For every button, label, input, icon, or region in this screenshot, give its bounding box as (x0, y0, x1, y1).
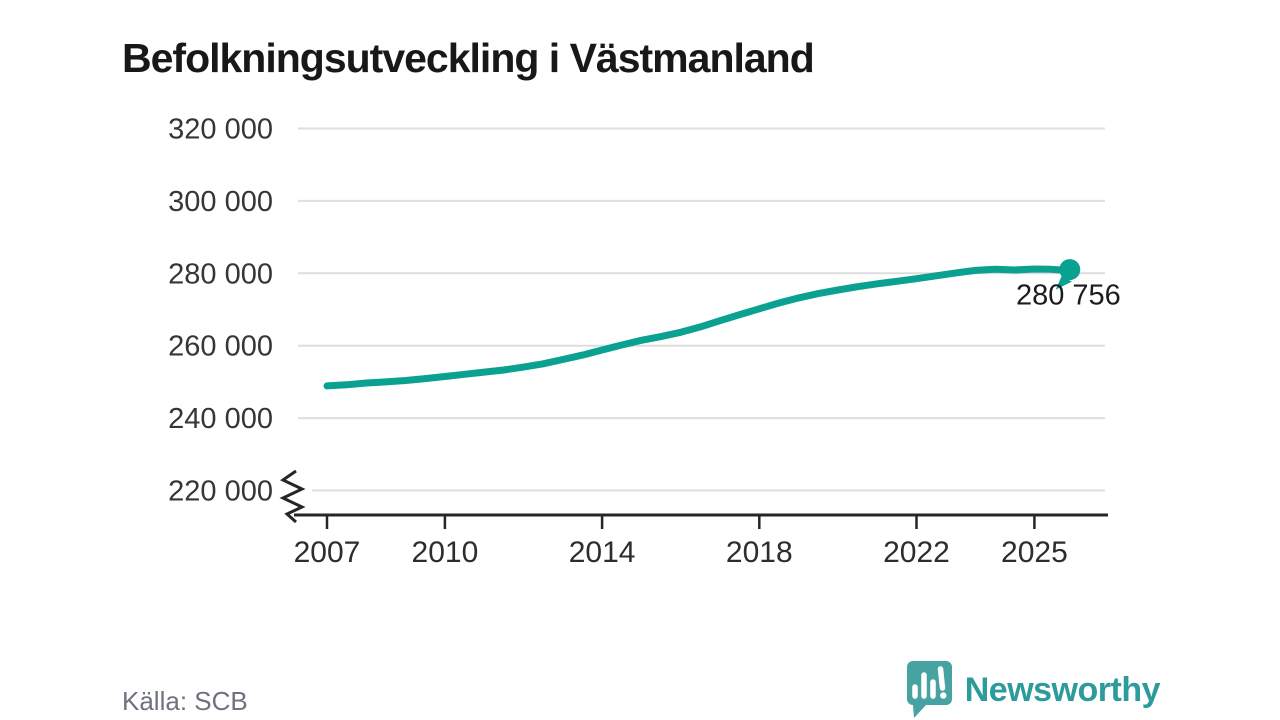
x-axis-label-2007: 2007 (294, 536, 361, 569)
y-axis-label-220000: 220 000 (168, 476, 273, 508)
end-value-label: 280 756 (1016, 280, 1121, 312)
y-axis-label-260000: 260 000 (168, 331, 273, 363)
source-note: Källa: SCB (122, 686, 248, 716)
y-axis-label-240000: 240 000 (168, 403, 273, 435)
x-axis-label-2018: 2018 (726, 536, 793, 569)
end-marker-tail (1055, 275, 1072, 290)
newsworthy-logo-icon (906, 661, 952, 718)
y-axis-label-320000: 320 000 (168, 114, 273, 146)
page-title: Befolkningsutveckling i Västmanland (122, 35, 815, 82)
x-axis-label-2022: 2022 (883, 536, 950, 569)
x-axis-label-2014: 2014 (569, 536, 636, 569)
x-axis-label-2010: 2010 (412, 536, 479, 569)
y-axis-label-300000: 300 000 (168, 186, 273, 218)
y-axis-label-280000: 280 000 (168, 258, 273, 290)
x-axis-label-2025: 2025 (1001, 536, 1068, 569)
logo-exclamation-dot (939, 692, 947, 699)
newsworthy-logo[interactable]: Newsworthy (901, 660, 1161, 720)
logo-bar-chart-icon (911, 666, 945, 699)
axis-break-icon (279, 469, 306, 524)
brand-wordmark: Newsworthy (964, 671, 1161, 709)
population-line-series (323, 265, 1074, 390)
end-point-marker (1059, 259, 1081, 281)
